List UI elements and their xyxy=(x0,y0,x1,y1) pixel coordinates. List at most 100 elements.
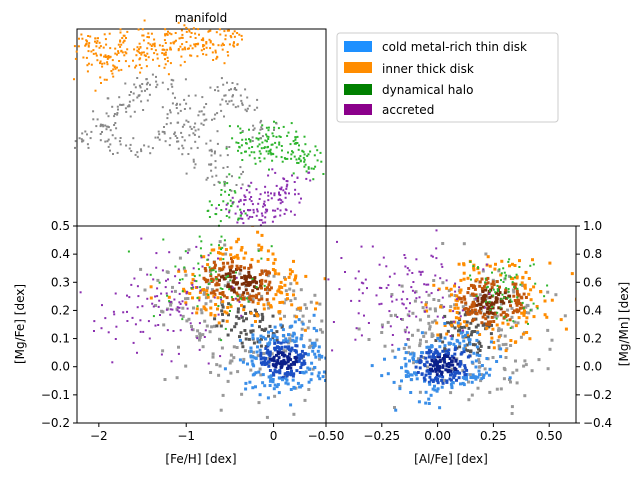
dynamical-halo-point xyxy=(320,160,323,163)
inner-thick-disk-point xyxy=(278,290,282,294)
inner-thick-disk-point xyxy=(255,293,259,297)
inner-thick-disk-point xyxy=(299,306,303,310)
cold-metal-rich-thin-disk-point xyxy=(296,353,300,357)
inner-thick-disk-point xyxy=(285,293,289,296)
accreted-point xyxy=(264,204,266,207)
dynamical-halo-point xyxy=(198,235,201,238)
dynamical-halo-point xyxy=(179,278,181,281)
other-point xyxy=(220,109,223,112)
accreted-point xyxy=(439,277,442,280)
accreted-point xyxy=(247,217,250,220)
other-point xyxy=(230,88,232,91)
inner-thick-disk-point xyxy=(482,294,486,298)
cold-metal-rich-thin-disk-point xyxy=(272,359,276,363)
accreted-point xyxy=(200,256,203,259)
dynamical-halo-point xyxy=(485,286,488,289)
inner-thick-disk-point xyxy=(229,275,233,279)
inner-thick-disk-point xyxy=(198,33,200,36)
cold-metal-rich-thin-disk-point xyxy=(278,371,282,375)
inner-thick-disk-point xyxy=(189,54,192,57)
accreted-point xyxy=(191,312,194,315)
dynamical-halo-point xyxy=(496,284,499,287)
cold-metal-rich-thin-disk-point xyxy=(289,388,293,391)
other-point xyxy=(242,305,246,309)
other-point xyxy=(96,118,99,121)
inner-thick-disk-point xyxy=(96,40,99,43)
other-point xyxy=(477,340,481,344)
inner-thick-disk-point xyxy=(523,286,527,290)
other-point xyxy=(156,83,159,86)
dynamical-halo-point xyxy=(230,296,233,299)
inner-thick-disk-point xyxy=(147,32,150,35)
dynamical-halo-point xyxy=(206,258,209,261)
inner-thick-disk-point xyxy=(516,298,520,302)
dynamical-halo-point xyxy=(263,157,266,160)
inner-thick-disk-point xyxy=(292,259,295,263)
accreted-point xyxy=(141,305,144,308)
cold-metal-rich-thin-disk-point xyxy=(248,380,252,384)
inner-thick-disk-point xyxy=(213,293,217,296)
inner-thick-disk-point xyxy=(214,51,217,54)
other-point xyxy=(228,100,231,103)
dynamical-halo-point xyxy=(244,212,247,215)
cold-metal-rich-thin-disk-point xyxy=(286,355,290,359)
other-point xyxy=(400,284,404,288)
other-point xyxy=(84,130,87,133)
inner-thick-disk-point xyxy=(240,282,244,286)
inner-thick-disk-point xyxy=(492,320,496,323)
inner-thick-disk-point xyxy=(90,50,93,53)
series-other xyxy=(357,242,567,415)
other-point xyxy=(239,94,242,97)
inner-thick-disk-point xyxy=(249,294,253,298)
inner-thick-disk-point xyxy=(524,270,528,274)
cold-metal-rich-thin-disk-point xyxy=(307,380,311,384)
cold-metal-rich-thin-disk-point xyxy=(438,339,442,343)
dynamical-halo-point xyxy=(248,138,250,141)
inner-thick-disk-point xyxy=(114,52,117,55)
dynamical-halo-point xyxy=(299,160,302,163)
cold-metal-rich-thin-disk-point xyxy=(433,388,437,392)
inner-thick-disk-point xyxy=(204,269,208,273)
other-point xyxy=(433,319,437,323)
other-point xyxy=(292,412,296,416)
cold-metal-rich-thin-disk-point xyxy=(238,358,242,362)
other-point xyxy=(390,293,394,296)
inner-thick-disk-point xyxy=(491,311,495,315)
dynamical-halo-point xyxy=(309,150,312,153)
cold-metal-rich-thin-disk-point xyxy=(261,381,265,385)
dynamical-halo-point xyxy=(270,153,273,156)
accreted-point xyxy=(170,290,173,293)
cold-metal-rich-thin-disk-point xyxy=(275,385,279,389)
accreted-point xyxy=(418,296,421,299)
inner-thick-disk-point xyxy=(105,78,108,81)
cold-metal-rich-thin-disk-point xyxy=(420,331,424,335)
inner-thick-disk-point xyxy=(249,298,253,302)
inner-thick-disk-point xyxy=(112,64,115,67)
dynamical-halo-point xyxy=(183,266,186,269)
accreted-point xyxy=(362,282,365,285)
other-point xyxy=(107,125,109,128)
cold-metal-rich-thin-disk-point xyxy=(294,339,298,343)
other-point xyxy=(120,104,123,106)
inner-thick-disk-point xyxy=(193,43,196,46)
dynamical-halo-point xyxy=(536,307,539,310)
cold-metal-rich-thin-disk-point xyxy=(250,359,254,363)
dynamical-halo-point xyxy=(258,132,261,135)
other-point xyxy=(461,305,465,309)
dynamical-halo-point xyxy=(511,281,514,284)
accreted-point xyxy=(176,309,179,312)
cold-metal-rich-thin-disk-point xyxy=(272,373,276,377)
other-point xyxy=(230,99,233,102)
cold-metal-rich-thin-disk-point xyxy=(438,406,442,410)
dynamical-halo-point xyxy=(218,244,220,247)
inner-thick-disk-point xyxy=(96,59,99,62)
inner-thick-disk-point xyxy=(143,19,146,22)
cold-metal-rich-thin-disk-point xyxy=(318,377,322,381)
inner-thick-disk-point xyxy=(94,89,97,92)
inner-thick-disk-point xyxy=(119,45,122,48)
accreted-point xyxy=(152,278,155,281)
cold-metal-rich-thin-disk-point xyxy=(427,397,431,401)
inner-thick-disk-point xyxy=(216,296,220,300)
inner-thick-disk-point xyxy=(473,287,477,291)
inner-thick-disk-point xyxy=(193,19,196,22)
